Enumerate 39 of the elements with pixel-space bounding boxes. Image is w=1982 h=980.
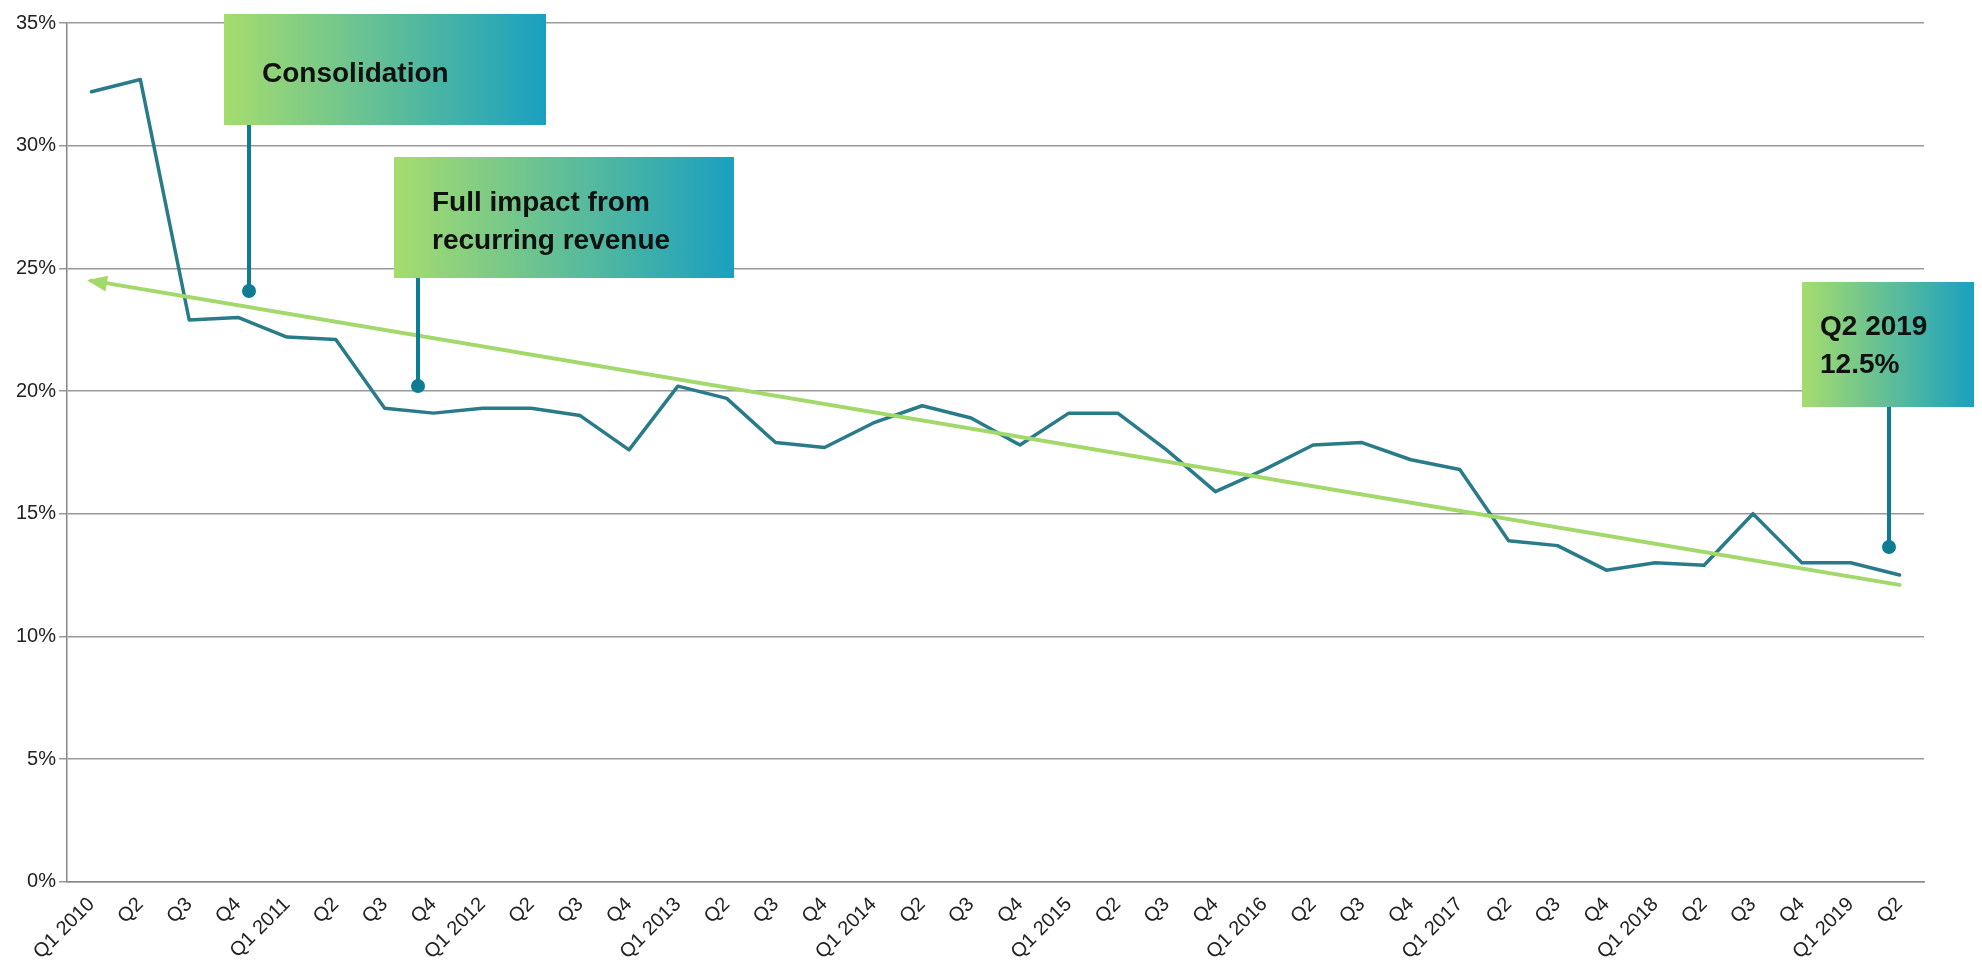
x-tick-label: Q2 xyxy=(112,892,148,927)
callout-label: Q2 2019 12.5% xyxy=(1802,282,1974,407)
x-tick-label: Q3 xyxy=(356,892,392,927)
y-tick-label: 20% xyxy=(16,378,57,401)
x-tick-label: Q4 xyxy=(1187,892,1223,927)
y-tick-label: 30% xyxy=(16,133,57,156)
x-tick-label: Q2 xyxy=(699,892,734,927)
x-tick-label: Q2 xyxy=(894,892,929,927)
x-tick-label: Q4 xyxy=(1578,892,1614,927)
x-tick-label: Q4 xyxy=(405,892,441,927)
y-tick-label: 0% xyxy=(27,869,57,892)
y-tick-label: 15% xyxy=(16,501,57,524)
x-tick-label: Q4 xyxy=(1383,892,1418,927)
x-tick-label: Q3 xyxy=(552,892,587,927)
y-tick-label: 10% xyxy=(16,623,57,646)
x-tick-label: Q3 xyxy=(1138,892,1174,927)
x-tick-label: Q2 xyxy=(1871,892,1907,927)
y-tick-label: 35% xyxy=(16,10,57,33)
x-tick-label: Q2 xyxy=(1480,892,1516,927)
y-tick-label: 5% xyxy=(27,746,57,769)
x-tick-label: Q2 xyxy=(1285,892,1320,927)
x-tick-label: Q4 xyxy=(1774,892,1809,927)
x-tick-label: Q2 xyxy=(1089,892,1125,927)
x-tick-label: Q2 xyxy=(1676,892,1711,927)
x-tick-label: Q2 xyxy=(308,892,343,927)
x-tick-label: Q3 xyxy=(1529,892,1565,927)
callout-label: Consolidation xyxy=(224,14,546,125)
x-tick-label: Q4 xyxy=(601,892,636,927)
x-tick-label: Q2 xyxy=(503,892,538,927)
x-tick-label: Q3 xyxy=(747,892,783,927)
callout-label: Full impact from recurring revenue xyxy=(394,157,734,278)
x-tick-label: Q4 xyxy=(992,892,1027,927)
x-tick-label: Q3 xyxy=(1334,892,1369,927)
x-tick-label: Q4 xyxy=(796,892,832,927)
x-tick-label: Q4 xyxy=(210,892,245,927)
x-tick-label: Q3 xyxy=(1725,892,1760,927)
x-tick-label: Q3 xyxy=(943,892,978,927)
y-tick-label: 25% xyxy=(16,255,57,278)
x-tick-label: Q3 xyxy=(161,892,196,927)
